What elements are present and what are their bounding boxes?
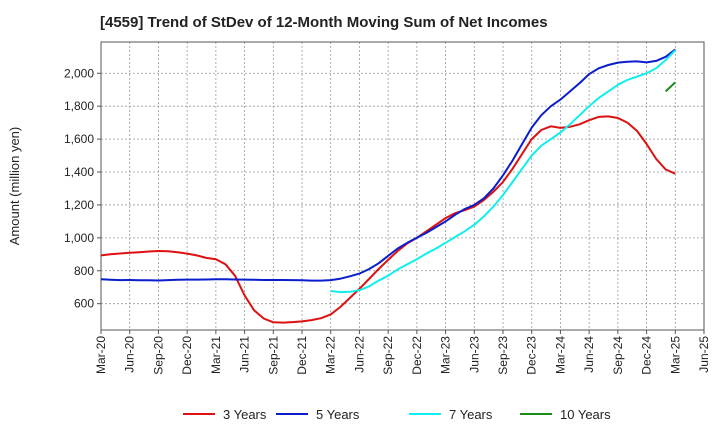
x-axis: Mar-20 Jun-20 Sep-20 Dec-20 Mar-21 Jun-21 Sep-… xyxy=(94,330,711,375)
x-tick-label: Dec-20 xyxy=(180,336,194,375)
x-tick-label: Mar-25 xyxy=(668,336,682,374)
x-tick-label: Jun-21 xyxy=(238,336,252,373)
x-tick-label: Mar-23 xyxy=(439,336,453,374)
y-tick-label: 1,800 xyxy=(64,99,94,113)
x-tick-label: Sep-20 xyxy=(151,336,165,375)
y-tick-label: 1,400 xyxy=(64,165,94,179)
x-tick-label: Dec-23 xyxy=(525,336,539,375)
legend-label: 5 Years xyxy=(316,407,360,422)
series-line-3 xyxy=(330,49,677,294)
x-tick-label: Dec-24 xyxy=(640,336,654,375)
legend-label: 7 Years xyxy=(449,407,493,422)
y-tick-label: 1,600 xyxy=(64,132,94,146)
series-line-2 xyxy=(100,48,676,282)
y-tick-label: 1,200 xyxy=(64,198,94,212)
legend-label: 10 Years xyxy=(560,407,611,422)
series-line-1 xyxy=(100,115,676,324)
x-tick-label: Jun-24 xyxy=(582,336,596,373)
x-tick-label: Sep-21 xyxy=(266,336,280,375)
y-axis: 600 800 1,000 1,200 1,400 1,600 1,800 2,000 xyxy=(64,66,101,311)
x-tick-label: Dec-21 xyxy=(295,336,309,375)
x-tick-label: Dec-22 xyxy=(410,336,424,375)
y-tick-label: 800 xyxy=(74,264,94,278)
x-tick-label: Jun-20 xyxy=(123,336,137,373)
x-tick-label: Jun-23 xyxy=(467,336,481,373)
legend-label: 3 Years xyxy=(223,407,267,422)
x-tick-label: Mar-21 xyxy=(209,336,223,374)
x-tick-label: Mar-22 xyxy=(324,336,338,374)
x-tick-label: Mar-20 xyxy=(94,336,108,374)
x-tick-label: Mar-24 xyxy=(553,336,567,374)
x-tick-label: Jun-25 xyxy=(697,336,711,373)
x-tick-label: Sep-22 xyxy=(381,336,395,375)
y-axis-label: Amount (million yen) xyxy=(7,127,22,246)
x-tick-label: Jun-22 xyxy=(352,336,366,373)
series-layer xyxy=(100,48,677,324)
y-tick-label: 600 xyxy=(74,297,94,311)
y-tick-label: 1,000 xyxy=(64,231,94,245)
x-tick-label: Sep-24 xyxy=(611,336,625,375)
plot-area xyxy=(100,41,705,331)
grid-lines xyxy=(100,42,705,330)
legend: 3 Years 5 Years 7 Years 10 Years xyxy=(183,407,611,422)
chart-title: [4559] Trend of StDev of 12-Month Moving… xyxy=(100,14,548,31)
x-tick-label: Sep-23 xyxy=(496,336,510,375)
series-line-4 xyxy=(665,81,676,93)
y-tick-label: 2,000 xyxy=(64,66,94,80)
